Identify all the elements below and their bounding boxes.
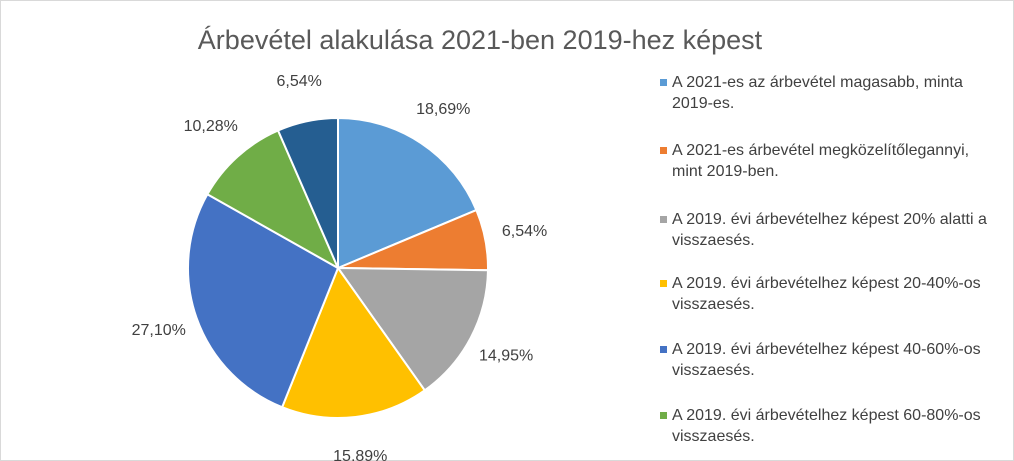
legend-entry: A 2019. évi árbevételhez képest 20% alat… [660,209,1002,251]
legend-label: A 2021-es árbevétel megközelítőlegannyi,… [672,142,970,180]
data-label: 18,69% [416,101,470,118]
pie-slice [280,265,427,419]
legend-swatch [660,346,667,353]
pie-slice [336,266,489,392]
pie-slice [337,116,478,270]
data-label: 10,28% [184,118,238,135]
legend-swatch [660,147,667,154]
chart-title: Árbevétel alakulása 2021-ben 2019-hez ké… [198,25,763,55]
legend-swatch [660,280,667,287]
data-label: 14,95% [479,348,533,365]
legend-entry: A 2019. évi árbevételhez képest 40-60%-o… [660,339,1002,381]
legend-label: A 2021-es az árbevétel magasabb, minta 2… [672,74,963,112]
legend-entry: A 2019. évi árbevételhez képest 60-80%-o… [660,405,1002,447]
legend-label: A 2019. évi árbevételhez képest 20% alat… [672,211,987,249]
pie-slice [206,129,341,271]
legend-label: A 2019. évi árbevételhez képest 40-60%-o… [672,341,981,379]
data-label: 27,10% [132,322,186,339]
legend-entry: A 2021-es az árbevétel magasabb, minta 2… [660,72,1002,114]
legend-swatch [660,412,667,419]
legend-entry: A 2019. évi árbevételhez képest 20-40%-o… [660,273,1002,315]
pie-slice [276,116,339,269]
data-label: 15,89% [333,448,387,461]
legend-label: A 2019. évi árbevételhez képest 20-40%-o… [672,275,981,313]
data-label: 6,54% [277,73,322,90]
legend-swatch [660,216,667,223]
legend-label: A 2019. évi árbevételhez képest 60-80%-o… [672,407,981,445]
data-label: 6,54% [502,223,547,240]
legend-entry: A 2021-es árbevétel megközelítőlegannyi,… [660,140,1002,182]
legend-swatch [660,79,667,86]
